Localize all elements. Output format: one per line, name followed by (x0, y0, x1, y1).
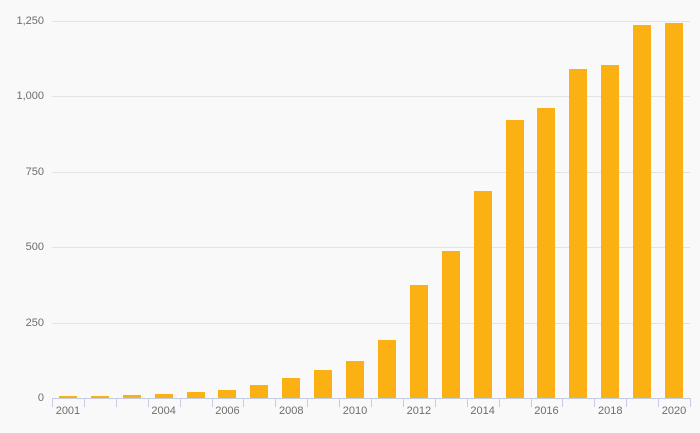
bar[interactable] (441, 251, 460, 398)
x-tick (116, 398, 117, 407)
y-tick-label: 500 (25, 241, 44, 254)
bar[interactable] (58, 396, 77, 398)
bar[interactable] (377, 339, 396, 398)
x-tick (562, 398, 563, 407)
bar[interactable] (473, 190, 492, 398)
x-tick (626, 398, 627, 407)
bar[interactable] (250, 385, 269, 398)
x-tick (307, 398, 308, 407)
bar[interactable] (218, 389, 237, 398)
x-tick-label: 2012 (406, 405, 432, 417)
x-tick-label: 2001 (55, 405, 81, 417)
x-tick-label: 2008 (279, 405, 304, 417)
x-tick (403, 398, 404, 407)
bar[interactable] (569, 69, 588, 398)
bar[interactable] (154, 394, 173, 398)
bar[interactable] (633, 24, 652, 398)
bar[interactable] (90, 396, 109, 398)
y-tick-label: 750 (25, 165, 44, 178)
bar[interactable] (601, 65, 620, 398)
x-tick-label: 2014 (470, 405, 495, 417)
y-tick-label: 1,250 (16, 15, 44, 27)
x-tick (52, 398, 53, 407)
x-tick-label: 2018 (598, 405, 623, 417)
x-tick-label: 2016 (534, 405, 559, 417)
x-tick-label: 2010 (342, 405, 368, 417)
x-tick (212, 398, 213, 407)
x-tick (371, 398, 372, 407)
bar[interactable] (314, 369, 333, 398)
x-tick (339, 398, 340, 407)
bar[interactable] (122, 395, 141, 398)
plot-area (52, 21, 690, 399)
gridline-1000 (52, 96, 690, 98)
x-tick (148, 398, 149, 407)
gridline-750 (52, 171, 690, 173)
x-tick-label: 2004 (151, 405, 176, 417)
bar[interactable] (186, 392, 205, 398)
x-tick-label: 2020 (661, 405, 687, 417)
x-tick (658, 398, 659, 407)
x-tick (467, 398, 468, 407)
x-tick (243, 398, 244, 407)
x-tick (435, 398, 436, 407)
gridline-250 (52, 322, 690, 324)
y-tick-label: 250 (25, 316, 44, 329)
x-tick-label: 2006 (215, 405, 240, 417)
bar[interactable] (505, 119, 524, 398)
x-tick (499, 398, 500, 407)
bar[interactable] (537, 107, 556, 398)
gridline-1250 (52, 21, 690, 22)
bar[interactable] (409, 284, 428, 398)
x-tick (275, 398, 276, 407)
gridline-500 (52, 247, 690, 249)
x-tick (594, 398, 595, 407)
x-tick (84, 398, 85, 407)
x-tick (180, 398, 181, 407)
y-tick-label: 1,000 (16, 90, 44, 103)
x-tick (531, 398, 532, 407)
bars-layer (52, 21, 690, 398)
x-tick (690, 398, 691, 407)
bar[interactable] (665, 22, 684, 398)
bar[interactable] (346, 360, 365, 398)
bar[interactable] (282, 377, 301, 398)
y-tick-label: 0 (37, 392, 44, 404)
